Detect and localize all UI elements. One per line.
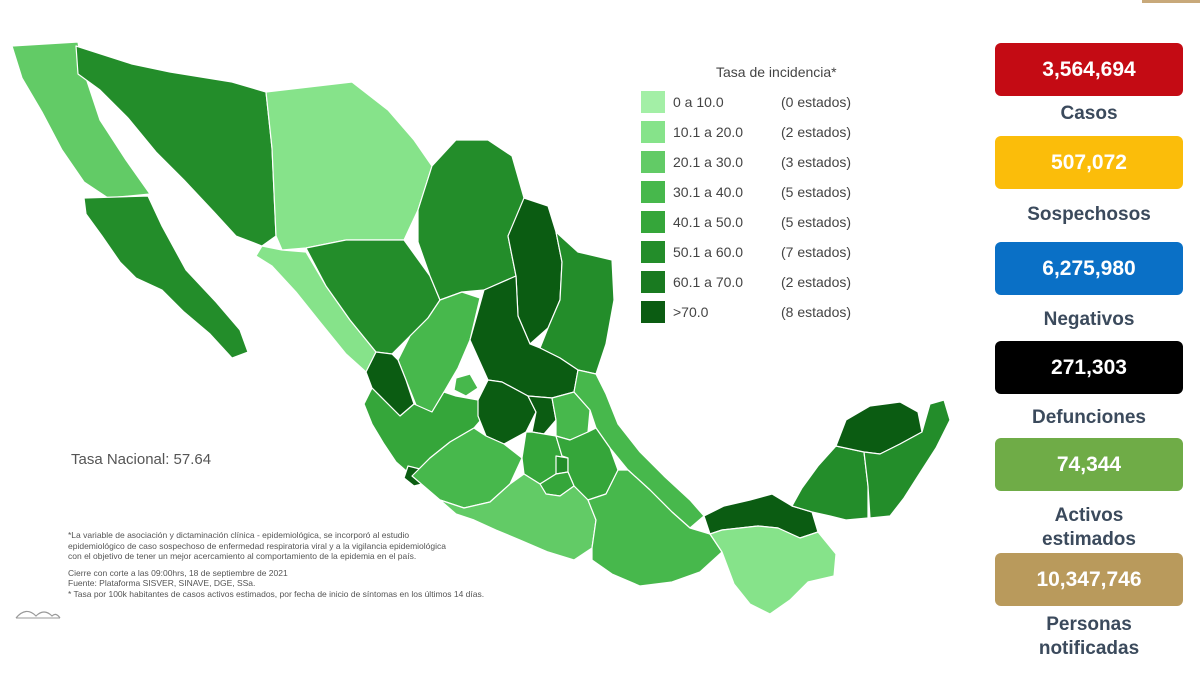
state-baja-california-sur <box>83 195 249 359</box>
legend-row: >70.0 (8 estados) <box>641 301 851 323</box>
legend-swatch <box>641 271 665 293</box>
stat-value: 507,072 <box>995 136 1183 189</box>
legend-count: (7 estados) <box>781 244 852 260</box>
legend-row: 40.1 a 50.0 (5 estados) <box>641 211 851 233</box>
stat-value: 271,303 <box>995 341 1183 394</box>
note-line: con el objetivo de tener un mejor acerca… <box>68 551 417 561</box>
stat-value: 3,564,694 <box>995 43 1183 96</box>
state-chihuahua <box>265 81 433 251</box>
legend-range: 50.1 a 60.0 <box>673 244 744 260</box>
note-line: epidemiológico de caso sospechoso de enf… <box>68 540 446 551</box>
legend-row: 0 a 10.0 (0 estados) <box>641 91 851 113</box>
legend-row: 50.1 a 60.0 (7 estados) <box>641 241 851 263</box>
corner-accent <box>1142 0 1200 3</box>
footer-line: Fuente: Plataforma SISVER, SINAVE, DGE, … <box>68 578 256 588</box>
stat-label: Activos estimados <box>1042 505 1136 550</box>
legend-range: 10.1 a 20.0 <box>673 124 744 140</box>
state-aguascalientes <box>453 373 479 397</box>
legend-range: 40.1 a 50.0 <box>673 214 744 230</box>
stat-label: Personas notificadas <box>1038 614 1140 659</box>
legend-row: 30.1 a 40.0 (5 estados) <box>641 181 851 203</box>
legend-title: Tasa de incidencia* <box>716 64 837 80</box>
footer-line: Cierre con corte a las 09:00hrs, 18 de s… <box>68 567 288 578</box>
legend-row: 60.1 a 70.0 (2 estados) <box>641 271 851 293</box>
legend-swatch <box>641 91 665 113</box>
legend-count: (2 estados) <box>781 274 852 290</box>
note-line: *La variable de asociación y dictaminaci… <box>68 530 410 540</box>
legend-count: (3 estados) <box>781 154 852 170</box>
stat-value: 10,347,746 <box>995 553 1183 606</box>
stat-label: Casos <box>1060 103 1118 124</box>
footnotes: *La variable de asociación y dictaminaci… <box>68 530 568 599</box>
mexico-incidence-map <box>11 41 951 615</box>
legend-swatch <box>641 151 665 173</box>
legend-row: 20.1 a 30.0 (3 estados) <box>641 151 851 173</box>
legend-swatch <box>641 211 665 233</box>
footer-line: * Tasa por 100k habitantes de casos acti… <box>68 588 485 599</box>
legend-range: 60.1 a 70.0 <box>673 274 744 290</box>
tasa-nacional: Tasa Nacional: 57.64 <box>71 451 212 468</box>
state-chiapas <box>709 525 837 615</box>
stat-value: 6,275,980 <box>995 242 1183 295</box>
legend-range: 20.1 a 30.0 <box>673 154 744 170</box>
legend-count: (2 estados) <box>781 124 852 140</box>
legend-range: >70.0 <box>673 304 709 320</box>
state-sonora <box>75 45 277 247</box>
legend-swatch <box>641 301 665 323</box>
state-campeche <box>791 445 869 521</box>
legend-range: 30.1 a 40.0 <box>673 184 744 200</box>
legend-swatch <box>641 121 665 143</box>
legend-count: (0 estados) <box>781 94 852 110</box>
legend-row: 10.1 a 20.0 (2 estados) <box>641 121 851 143</box>
stat-label: Negativos <box>1043 309 1135 330</box>
state-coahuila <box>417 139 525 301</box>
legend-swatch <box>641 181 665 203</box>
stat-label: Defunciones <box>1031 407 1147 428</box>
legend-range: 0 a 10.0 <box>673 94 724 110</box>
legend-count: (5 estados) <box>781 214 852 230</box>
state-guanajuato <box>477 379 537 445</box>
legend-count: (5 estados) <box>781 184 852 200</box>
stat-value: 74,344 <box>995 438 1183 491</box>
legend-count: (8 estados) <box>781 304 852 320</box>
stat-label: Sospechosos <box>1027 204 1151 225</box>
legend-swatch <box>641 241 665 263</box>
state-cdmx <box>555 455 569 475</box>
state-quintana-roo <box>863 399 951 519</box>
logo-icon <box>15 610 61 619</box>
